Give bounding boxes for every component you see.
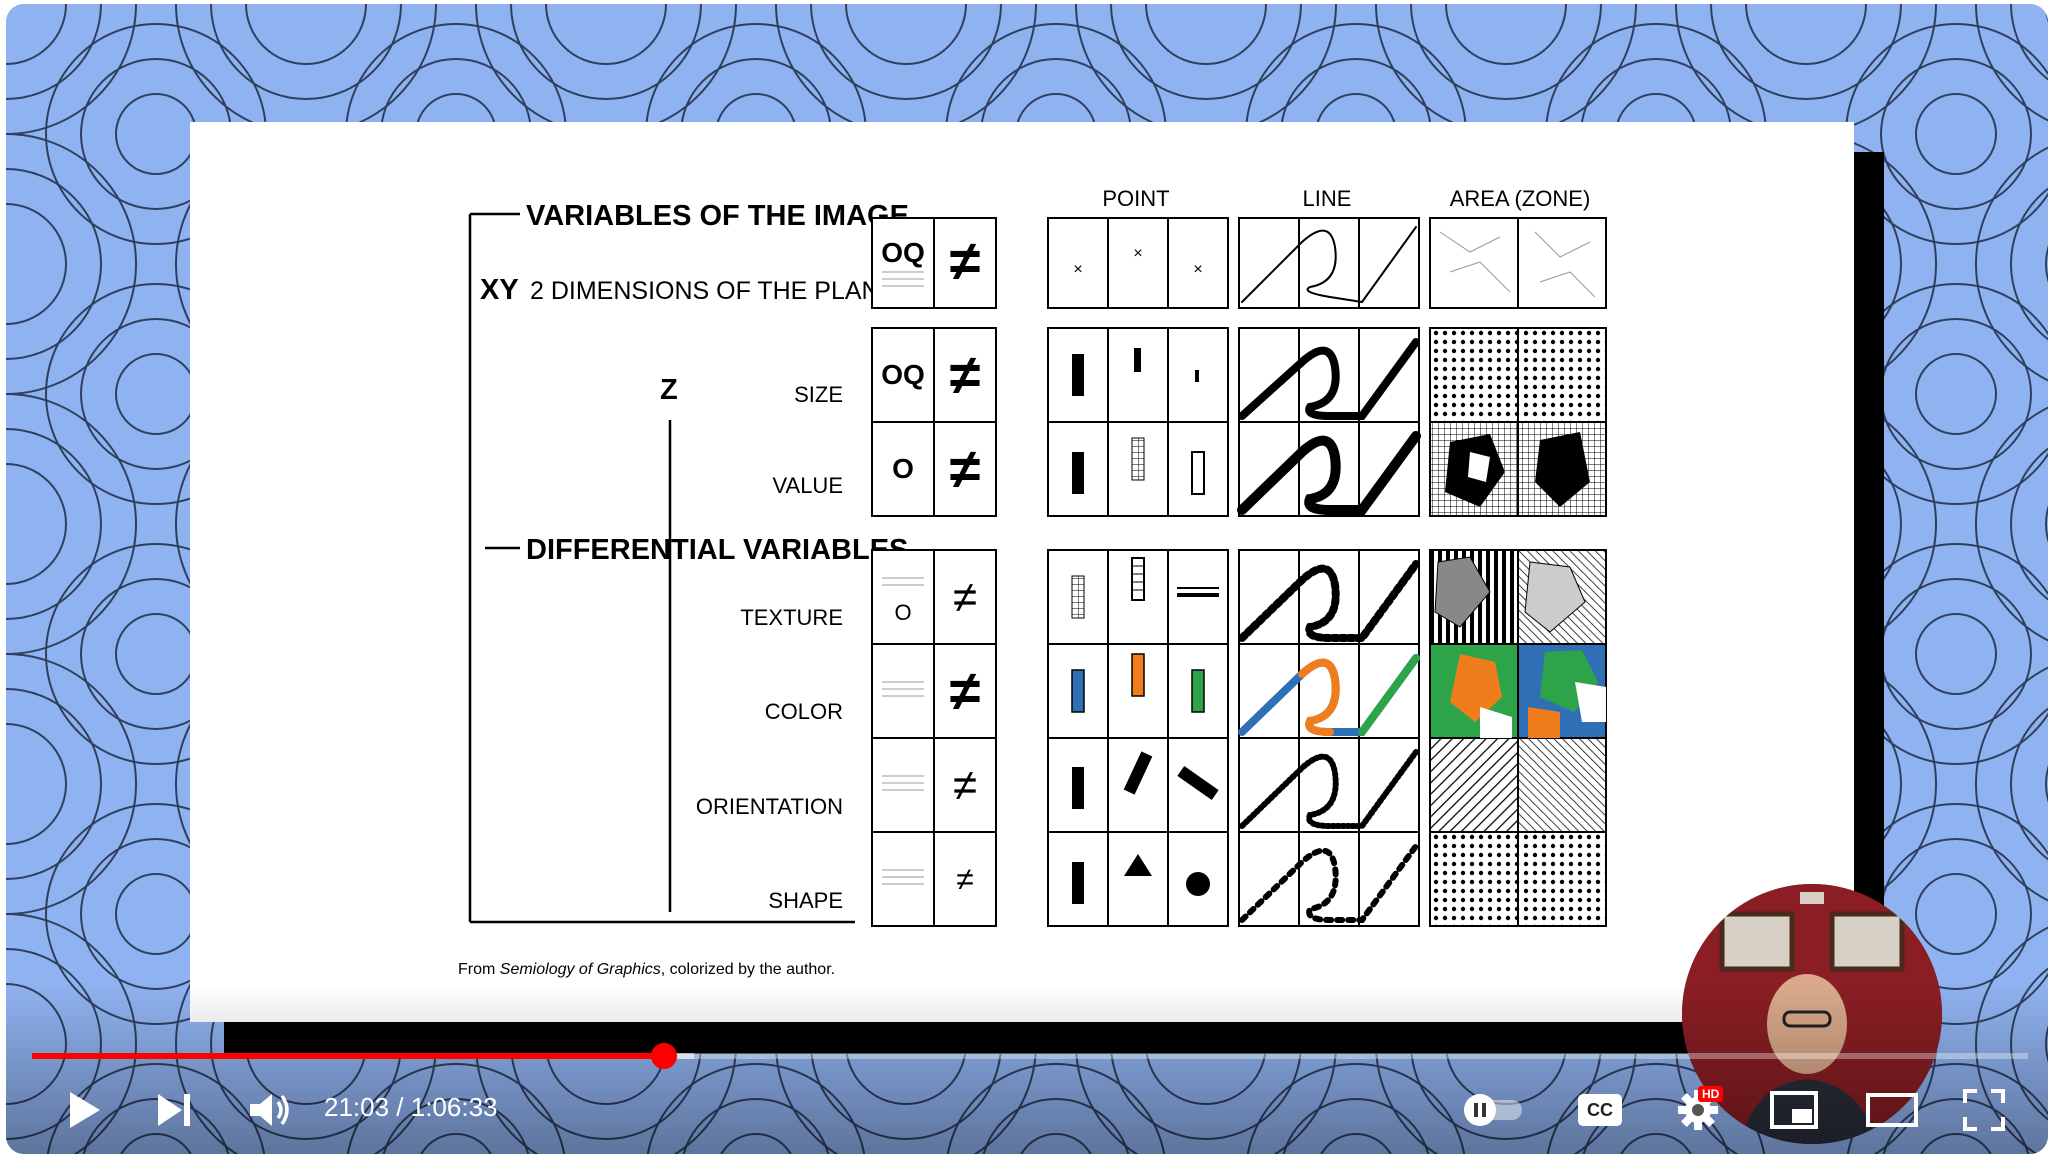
progress-played xyxy=(32,1053,664,1059)
play-icon xyxy=(70,1092,100,1128)
progress-scrubber-handle[interactable] xyxy=(650,1043,677,1069)
next-icon xyxy=(158,1094,190,1126)
row-label-value: VALUE xyxy=(772,473,843,498)
theater-mode-button[interactable] xyxy=(1862,1082,1922,1138)
differential-variables-heading: DIFFERENTIAL VARIABLES xyxy=(526,534,908,566)
xy-description: 2 DIMENSIONS OF THE PLANE xyxy=(530,277,896,305)
svg-text:×: × xyxy=(1133,245,1142,262)
column-header-point: POINT xyxy=(1102,186,1169,211)
neq-value: ≠ xyxy=(950,437,981,500)
current-time: 21:03 xyxy=(324,1092,390,1122)
presenter-webcam xyxy=(1682,884,1942,1144)
variables-of-image-heading: VARIABLES OF THE IMAGE xyxy=(526,200,909,232)
neq-orientation: ≠ xyxy=(953,761,977,810)
xy-level: OQ xyxy=(881,237,925,268)
value-level: O xyxy=(892,453,914,484)
svg-text:×: × xyxy=(1193,261,1202,278)
miniplayer-icon xyxy=(1770,1091,1818,1129)
progress-bar[interactable] xyxy=(32,1043,2028,1069)
fullscreen-icon xyxy=(1963,1089,2005,1131)
size-level: OQ xyxy=(881,359,925,390)
time-separator: / xyxy=(389,1092,411,1122)
semiology-figure: VARIABLES OF THE IMAGE XY 2 DIMENSIONS O… xyxy=(458,186,1607,978)
hd-badge: HD xyxy=(1698,1086,1724,1102)
neq-shape: ≠ xyxy=(956,861,974,897)
xy-label: XY xyxy=(480,274,519,306)
z-label: Z xyxy=(660,374,678,406)
volume-icon xyxy=(250,1094,289,1126)
row-label-color: COLOR xyxy=(765,699,843,724)
neq-size: ≠ xyxy=(950,343,981,406)
captions-button[interactable]: CC xyxy=(1572,1082,1628,1138)
settings-button[interactable]: HD xyxy=(1670,1082,1726,1138)
time-display: 21:03 / 1:06:33 xyxy=(324,1092,498,1123)
row-label-shape: SHAPE xyxy=(768,888,843,913)
svg-text:×: × xyxy=(1073,261,1082,278)
neq-color: ≠ xyxy=(950,659,981,722)
presenter-image xyxy=(1682,884,1942,1144)
row-label-orientation: ORIENTATION xyxy=(696,794,843,819)
controls-gradient xyxy=(6,984,2048,1154)
autoplay-toggle[interactable] xyxy=(1458,1082,1528,1138)
theater-icon xyxy=(1866,1093,1918,1127)
row-label-texture: TEXTURE xyxy=(740,605,843,630)
miniplayer-button[interactable] xyxy=(1766,1082,1822,1138)
caption: From Semiology of Graphics, colorized by… xyxy=(458,961,835,978)
texture-level: O xyxy=(894,600,911,625)
column-header-line: LINE xyxy=(1303,186,1352,211)
video-player[interactable]: VARIABLES OF THE IMAGE XY 2 DIMENSIONS O… xyxy=(6,4,2048,1154)
slide: VARIABLES OF THE IMAGE XY 2 DIMENSIONS O… xyxy=(190,122,1854,1022)
autoplay-toggle-icon xyxy=(1464,1094,1522,1126)
gear-icon xyxy=(1678,1090,1718,1130)
volume-button[interactable] xyxy=(242,1082,298,1138)
captions-icon: CC xyxy=(1578,1094,1622,1126)
next-button[interactable] xyxy=(146,1082,202,1138)
fullscreen-button[interactable] xyxy=(1956,1082,2012,1138)
neq-xy: ≠ xyxy=(950,229,981,292)
play-button[interactable] xyxy=(56,1082,112,1138)
neq-texture: ≠ xyxy=(953,573,977,622)
duration: 1:06:33 xyxy=(410,1092,498,1122)
row-label-size: SIZE xyxy=(794,382,843,407)
column-header-area: AREA (ZONE) xyxy=(1450,186,1591,211)
